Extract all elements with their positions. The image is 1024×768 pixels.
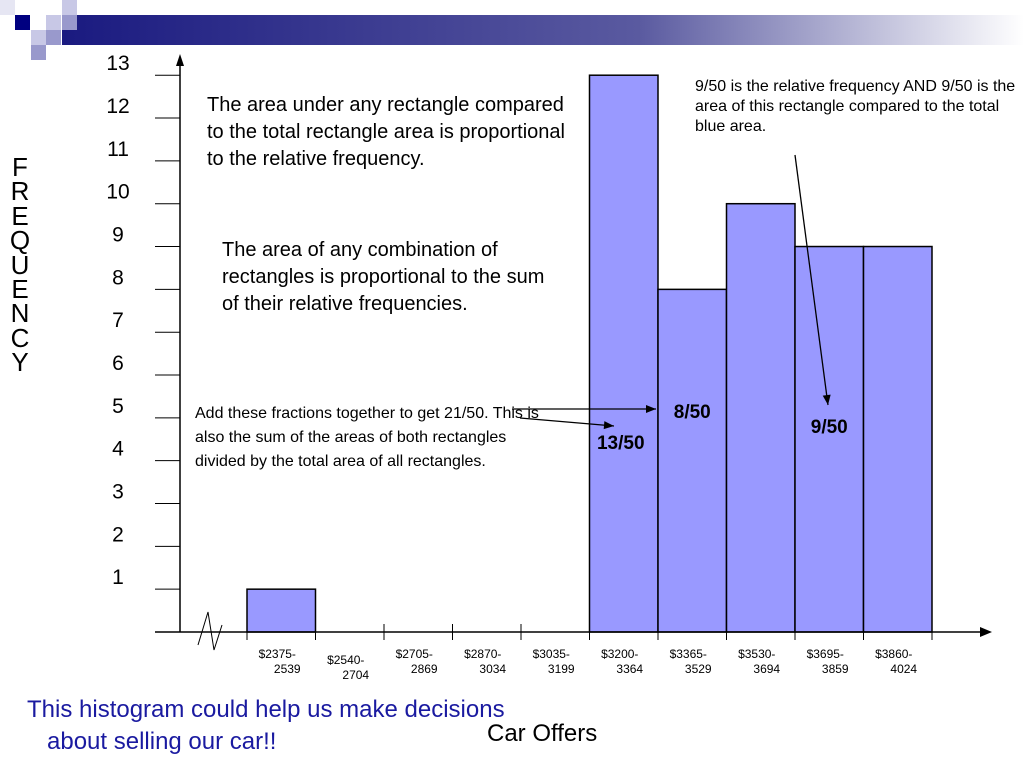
y-tick-label: 7 (112, 309, 124, 332)
note-add-fractions: Add these fractions together to get 21/5… (195, 405, 539, 470)
title-decoration (0, 0, 1024, 60)
deco-square (62, 15, 77, 30)
y-axis-label-letter: N (10, 298, 30, 329)
x-tick-label: 3199 (548, 662, 575, 676)
bar (588, 74, 659, 633)
axis-break-symbol (197, 611, 223, 651)
bar (657, 288, 728, 633)
y-tick-label: 4 (112, 438, 124, 461)
deco-square (31, 30, 46, 45)
x-tick-label: 4024 (890, 662, 917, 676)
x-tick-label: $3695- (807, 647, 844, 661)
arrowhead (603, 421, 614, 430)
x-tick-label: 2869 (411, 662, 438, 676)
x-tick-label: $3860- (875, 647, 912, 661)
y-axis-label-letter: C (10, 322, 30, 353)
x-tick-label: 2704 (342, 668, 369, 682)
data-label: 13/50 (597, 433, 645, 454)
x-tick-label: $2705- (396, 647, 433, 661)
y-tick-label: 3 (112, 481, 124, 504)
caption-line-2: about selling our car!! (47, 728, 277, 755)
x-tick-label: 3529 (685, 662, 712, 676)
x-tick-label: $2540- (327, 653, 364, 667)
y-tick-label: 9 (112, 224, 124, 247)
note-relative-frequency: 9/50 is the relative frequency AND 9/50 … (695, 78, 1016, 135)
caption-line-1: This histogram could help us make decisi… (27, 696, 505, 723)
x-axis-label: Car Offers (487, 720, 598, 747)
x-tick-label: 3859 (822, 662, 849, 676)
x-tick-label: $3035- (533, 647, 570, 661)
y-tick-label: 11 (107, 138, 129, 161)
x-tick-label: $3365- (670, 647, 707, 661)
y-axis-label-letter: F (12, 152, 28, 182)
y-tick-label: 5 (112, 395, 124, 418)
x-tick-label: $3530- (738, 647, 775, 661)
deco-square (62, 0, 77, 15)
annotation-arrow (794, 154, 829, 406)
x-tick-label: $2375- (259, 647, 296, 661)
x-tick-label: 3694 (753, 662, 780, 676)
y-tick-label: 8 (112, 266, 124, 289)
deco-square (46, 15, 61, 30)
bar (794, 245, 865, 633)
y-tick-label: 10 (106, 181, 129, 204)
note-area-combination: The area of any combination of rectangle… (222, 239, 545, 315)
bar (862, 245, 933, 633)
x-axis-arrowhead (980, 627, 992, 637)
y-tick-label: 12 (106, 95, 129, 118)
deco-square (15, 15, 30, 30)
note-area-rectangle: The area under any rectangle compared to… (207, 94, 565, 170)
deco-square (0, 0, 15, 15)
annotation-arrow (519, 417, 615, 427)
arrowhead (646, 405, 656, 413)
title-band (62, 15, 1024, 45)
y-tick-label: 6 (112, 352, 124, 375)
y-axis-label-letter: Y (11, 347, 29, 378)
y-tick-label: 2 (112, 523, 124, 546)
y-tick-label: 1 (112, 566, 124, 589)
x-tick-label: $2870- (464, 647, 501, 661)
data-label: 9/50 (811, 417, 848, 438)
y-axis-arrowhead (176, 54, 184, 66)
bar (246, 588, 317, 633)
y-axis-label-letter: Q (9, 225, 31, 256)
deco-square (31, 45, 46, 60)
data-label: 8/50 (674, 402, 711, 423)
y-axis-label-letter: U (10, 249, 30, 280)
x-tick-label: 3034 (479, 662, 506, 676)
bar (725, 202, 796, 633)
x-tick-label: 3364 (616, 662, 643, 676)
y-axis-label-letter: E (11, 200, 29, 231)
deco-square (46, 30, 61, 45)
x-tick-label: $3200- (601, 647, 638, 661)
y-axis-label-letter: E (11, 274, 29, 305)
x-tick-label: 2539 (274, 662, 301, 676)
arrowhead (822, 394, 831, 405)
y-tick-label: 13 (106, 52, 129, 75)
y-axis-label-letter: R (10, 176, 30, 207)
